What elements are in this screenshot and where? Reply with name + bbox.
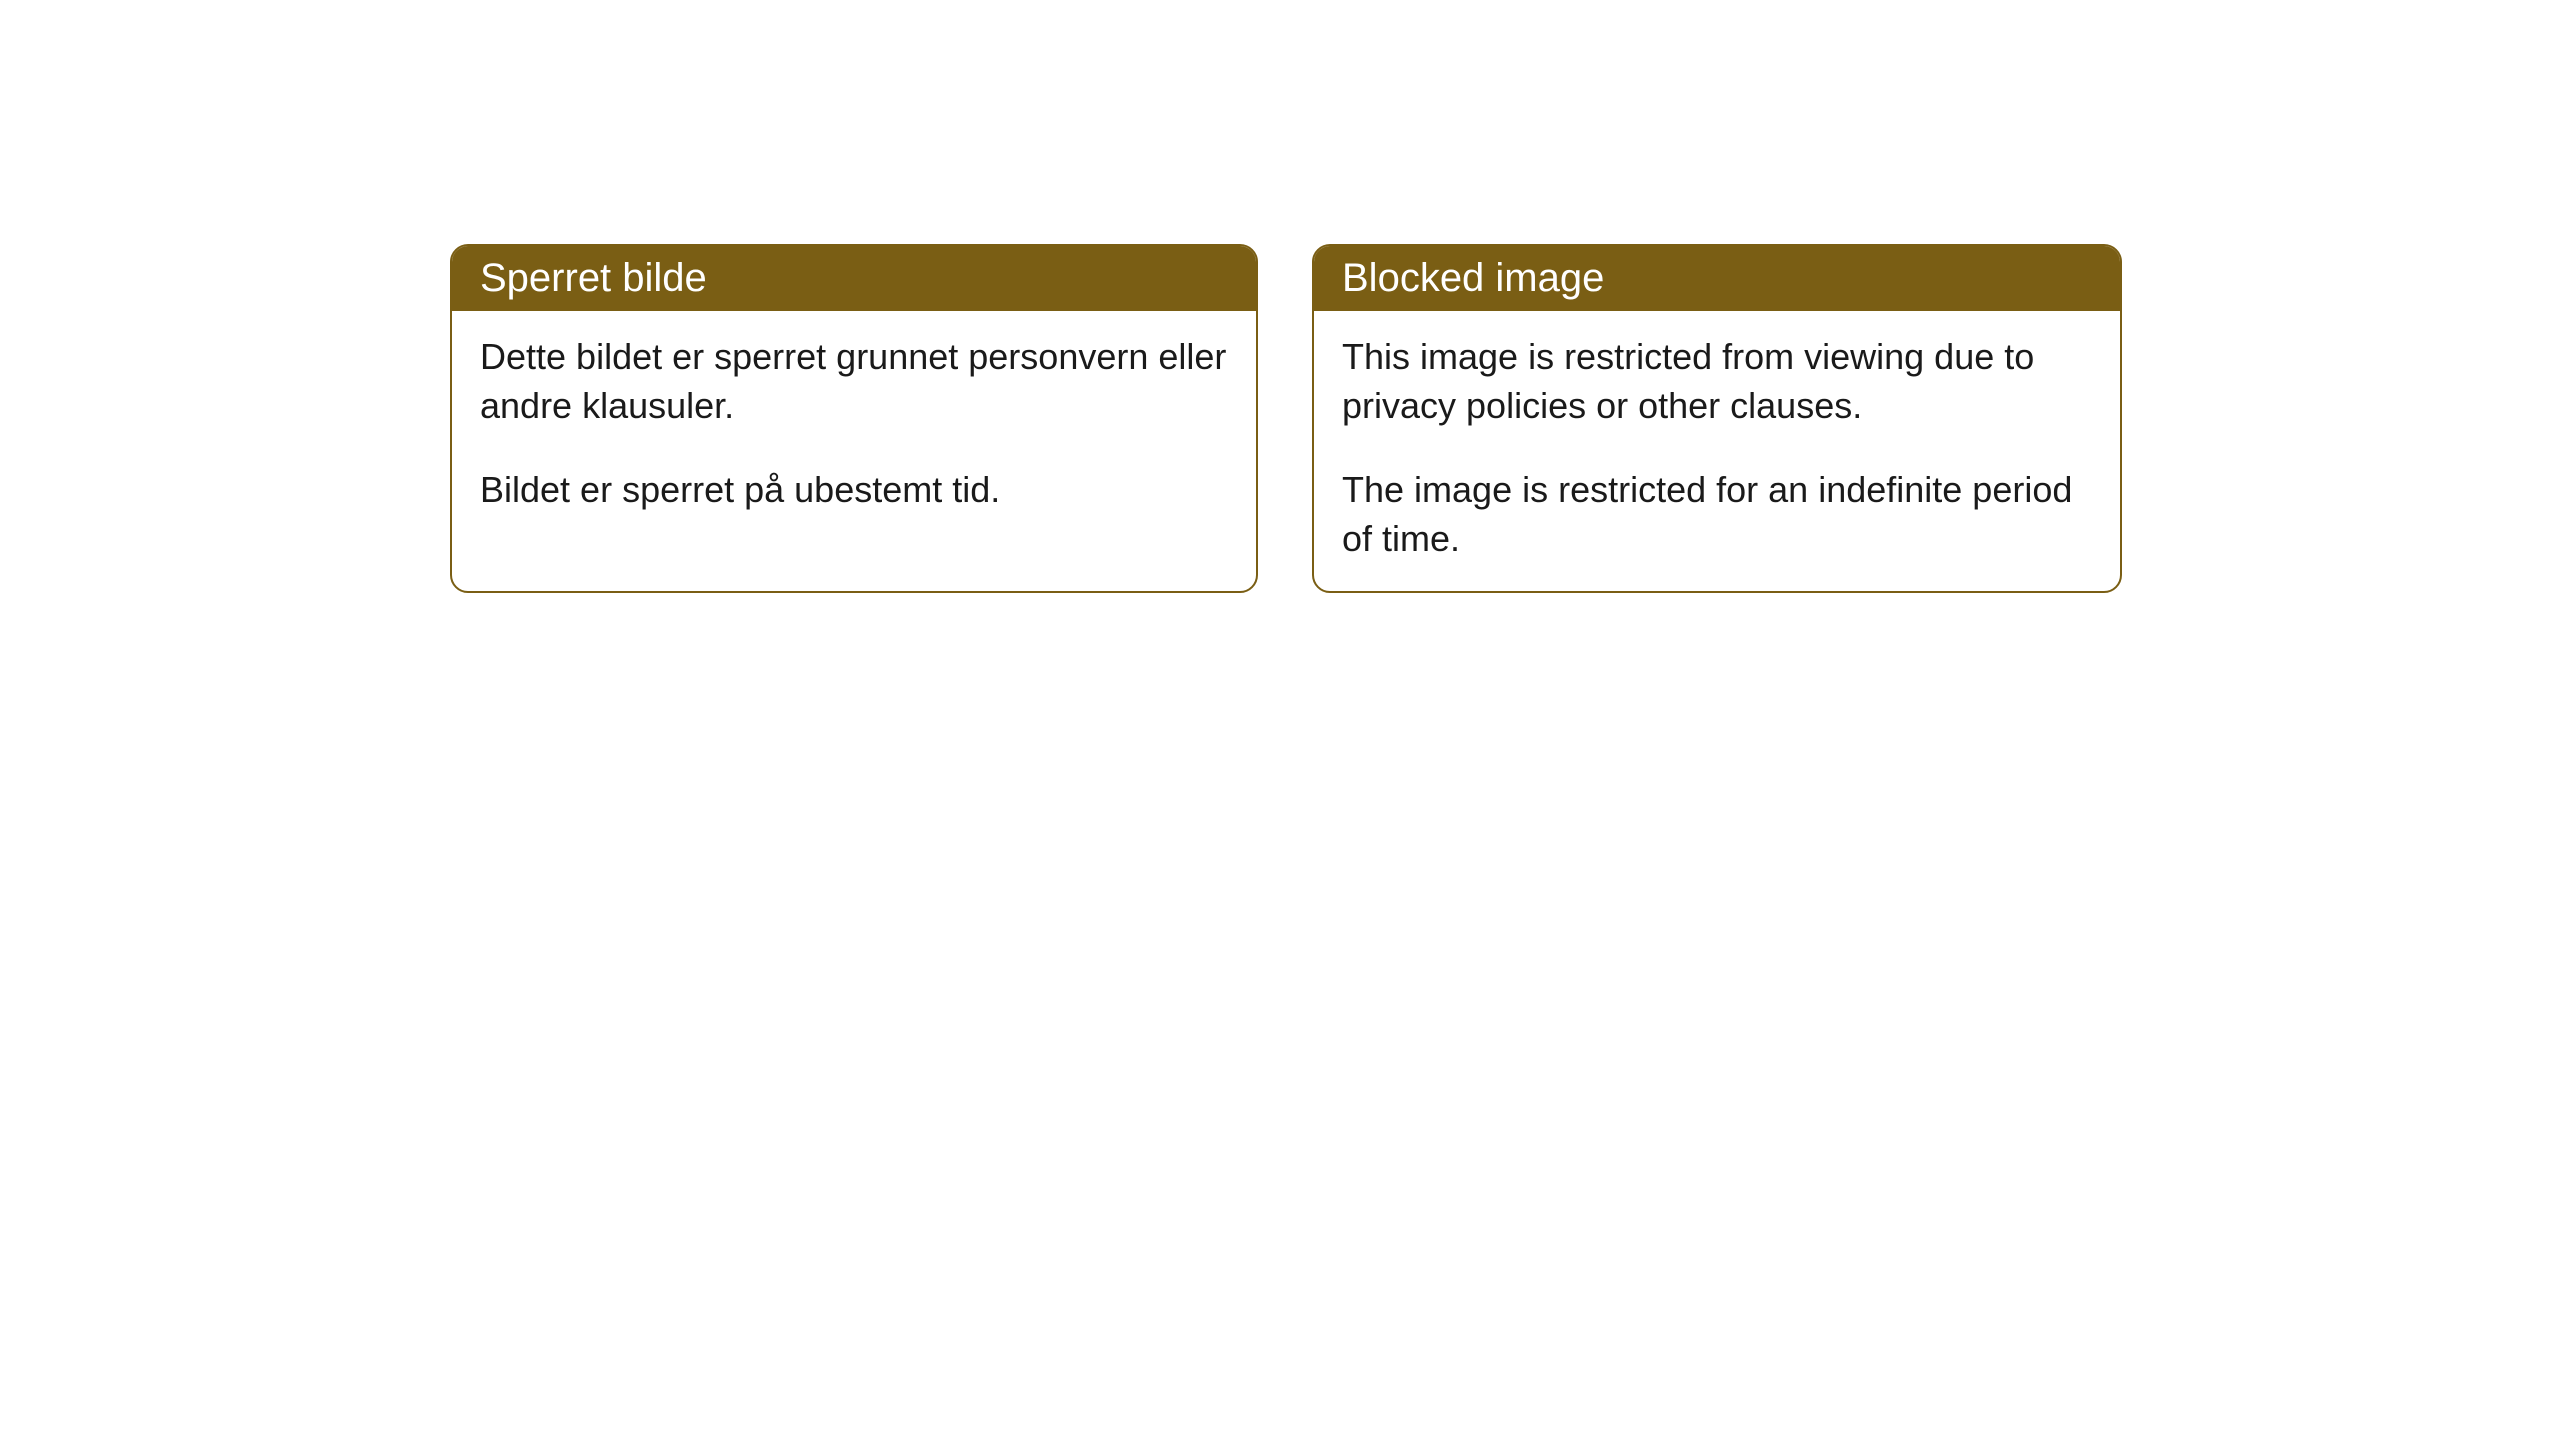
blocked-image-card-no: Sperret bilde Dette bildet er sperret gr…: [450, 244, 1258, 593]
notice-cards-container: Sperret bilde Dette bildet er sperret gr…: [450, 244, 2560, 593]
card-header-no: Sperret bilde: [452, 246, 1256, 311]
card-body-no: Dette bildet er sperret grunnet personve…: [452, 311, 1256, 571]
card-text-no-1: Dette bildet er sperret grunnet personve…: [480, 333, 1228, 430]
card-text-no-2: Bildet er sperret på ubestemt tid.: [480, 466, 1228, 515]
card-header-en: Blocked image: [1314, 246, 2120, 311]
card-body-en: This image is restricted from viewing du…: [1314, 311, 2120, 591]
blocked-image-card-en: Blocked image This image is restricted f…: [1312, 244, 2122, 593]
card-text-en-1: This image is restricted from viewing du…: [1342, 333, 2092, 430]
card-text-en-2: The image is restricted for an indefinit…: [1342, 466, 2092, 563]
